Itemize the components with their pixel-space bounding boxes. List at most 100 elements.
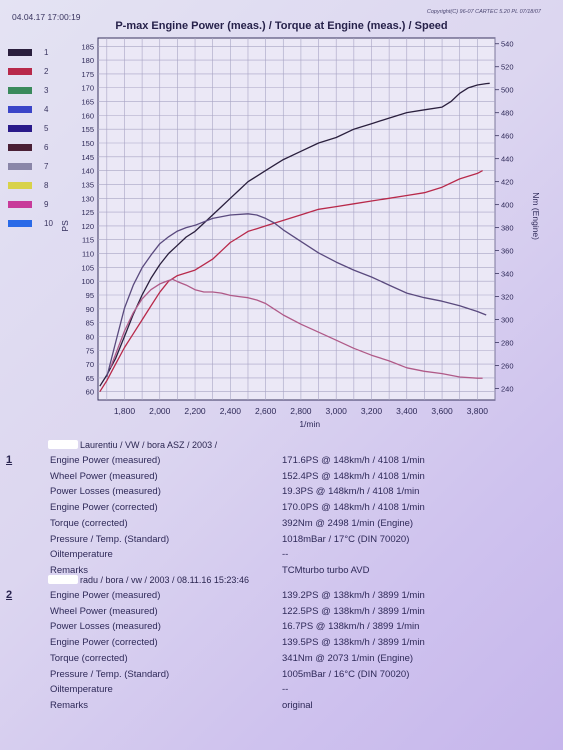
legend-label: 8 xyxy=(44,181,49,190)
x-tick-label: 2,000 xyxy=(149,406,171,416)
result-row-value: 1018mBar / 17°C (DIN 70020) xyxy=(282,533,410,545)
result-header-text: Laurentiu / VW / bora ASZ / 2003 / xyxy=(80,440,218,450)
result-row-value: original xyxy=(282,699,313,711)
result-row-label: Pressure / Temp. (Standard) xyxy=(50,668,170,680)
result-row-label: Wheel Power (measured) xyxy=(50,470,158,482)
result-row-label: Power Losses (measured) xyxy=(50,621,161,633)
result-row-value: 1005mBar / 16°C (DIN 70020) xyxy=(282,668,410,680)
legend-swatch xyxy=(8,220,32,227)
chart-title: P-max Engine Power (meas.) / Torque at E… xyxy=(115,20,448,32)
y-left-tick-label: 160 xyxy=(81,111,94,120)
result-row-label: Pressure / Temp. (Standard) xyxy=(50,533,170,545)
result-row-label: Remarks xyxy=(50,564,89,576)
y-left-tick-label: 110 xyxy=(82,250,94,259)
y-left-tick-label: 60 xyxy=(86,388,94,397)
result-row-value: 152.4PS @ 148km/h / 4108 1/min xyxy=(282,470,425,482)
legend-label: 3 xyxy=(44,86,49,95)
result-row-label: Oiltemperature xyxy=(50,549,113,561)
x-tick-label: 2,200 xyxy=(184,406,206,416)
result-row-value: 139.5PS @ 138km/h / 3899 1/min xyxy=(282,637,425,649)
result-row-label: Torque (corrected) xyxy=(50,517,128,529)
x-tick-label: 3,200 xyxy=(361,406,383,416)
legend-item-7: 7 xyxy=(8,162,68,172)
y-left-tick-label: 150 xyxy=(81,139,94,148)
result-row-value: 19.3PS @ 148km/h / 4108 1/min xyxy=(282,486,420,498)
legend-item-3: 3 xyxy=(8,86,68,96)
y-right-axis-label: Nm (Engine) xyxy=(531,192,541,240)
y-left-tick-label: 185 xyxy=(81,42,94,51)
legend-swatch xyxy=(8,49,32,56)
y-left-axis-label: PS xyxy=(60,220,70,232)
y-left-tick-label: 165 xyxy=(81,98,94,107)
legend-swatch xyxy=(8,182,32,189)
result-row-value: 341Nm @ 2073 1/min (Engine) xyxy=(282,652,414,664)
legend-label: 4 xyxy=(44,105,49,114)
y-left-tick-label: 105 xyxy=(81,263,94,272)
y-left-tick-label: 170 xyxy=(81,84,94,93)
y-right-tick-label: 360 xyxy=(501,247,514,256)
result-number: 2 xyxy=(6,589,13,601)
y-right-tick-label: 400 xyxy=(501,201,514,210)
legend-swatch xyxy=(8,87,32,94)
legend-label: 10 xyxy=(44,219,53,228)
y-right-tick-label: 340 xyxy=(501,270,514,279)
y-left-tick-label: 180 xyxy=(81,56,94,65)
legend-item-9: 9 xyxy=(8,200,68,210)
result-header-text: radu / bora / vw / 2003 / 08.11.16 15:23… xyxy=(80,575,249,585)
y-right-tick-label: 460 xyxy=(501,132,514,141)
y-left-tick-label: 100 xyxy=(81,277,94,286)
y-right-tick-label: 520 xyxy=(501,63,514,72)
legend-item-2: 2 xyxy=(8,67,68,77)
legend-swatch xyxy=(8,106,32,113)
result-row-label: Engine Power (corrected) xyxy=(50,502,158,514)
y-right-tick-label: 260 xyxy=(501,362,514,371)
result-number: 1 xyxy=(6,454,13,466)
y-left-tick-label: 115 xyxy=(82,236,94,245)
x-tick-label: 2,800 xyxy=(290,406,312,416)
legend-swatch xyxy=(8,125,32,132)
result-row-label: Engine Power (measured) xyxy=(50,455,161,466)
series-line-1 xyxy=(99,82,490,387)
x-axis-label: 1/min xyxy=(299,419,320,429)
legend-item-1: 1 xyxy=(8,48,68,58)
plot-area xyxy=(97,37,496,401)
x-tick-label: 1,800 xyxy=(114,406,136,416)
redaction-mark xyxy=(48,575,78,584)
power-torque-chart: 1,800 2,000 2,200 2,400 2,600 2,800 3,000 3,200… xyxy=(60,37,541,429)
y-left-tick-label: 70 xyxy=(86,360,94,369)
y-left-tick-label: 175 xyxy=(81,70,94,79)
result-row-value: 16.7PS @ 138km/h / 3899 1/min xyxy=(282,621,420,633)
y-right-tick-label: 540 xyxy=(501,40,514,49)
result-row-label: Power Losses (measured) xyxy=(50,486,161,498)
result-row-label: Engine Power (corrected) xyxy=(50,637,158,649)
result-row-value: 171.6PS @ 148km/h / 4108 1/min xyxy=(282,455,425,466)
series-line-3 xyxy=(106,213,487,378)
legend-label: 5 xyxy=(44,124,49,133)
y-right-tick-label: 300 xyxy=(501,316,514,325)
y-left-tick-label: 90 xyxy=(86,305,94,314)
y-right-tick-label: 440 xyxy=(501,155,514,164)
y-left-tick-label: 75 xyxy=(86,346,94,355)
result-row-value: 122.5PS @ 138km/h / 3899 1/min xyxy=(282,605,425,617)
result-row-value: 392Nm @ 2498 1/min (Engine) xyxy=(282,517,414,529)
x-tick-label: 2,600 xyxy=(255,406,277,416)
result-row-label: Torque (corrected) xyxy=(50,652,128,664)
copyright: Copyright(C) 96-07 CARTEC 5.20 PL 07/18/… xyxy=(426,9,541,15)
legend-swatch xyxy=(8,201,32,208)
y-left-tick-label: 135 xyxy=(81,180,94,189)
y-right-tick-label: 280 xyxy=(501,339,514,348)
result-header: Laurentiu / VW / bora ASZ / 2003 / xyxy=(48,440,217,450)
result-row-value: -- xyxy=(282,684,289,696)
legend-item-4: 4 xyxy=(8,105,68,115)
y-left-tick-label: 145 xyxy=(81,153,94,162)
series-line-4 xyxy=(109,278,483,379)
result-row-value: 139.2PS @ 138km/h / 3899 1/min xyxy=(282,590,425,601)
y-right-tick-label: 420 xyxy=(501,178,514,187)
x-tick-label: 3,600 xyxy=(431,406,453,416)
x-tick-label: 2,400 xyxy=(220,406,242,416)
result-row-label: Remarks xyxy=(50,699,89,711)
y-right-tick-label: 240 xyxy=(501,385,514,394)
legend-item-6: 6 xyxy=(8,143,68,153)
y-left-tick-label: 130 xyxy=(81,194,94,203)
y-left-tick-label: 155 xyxy=(81,125,94,134)
